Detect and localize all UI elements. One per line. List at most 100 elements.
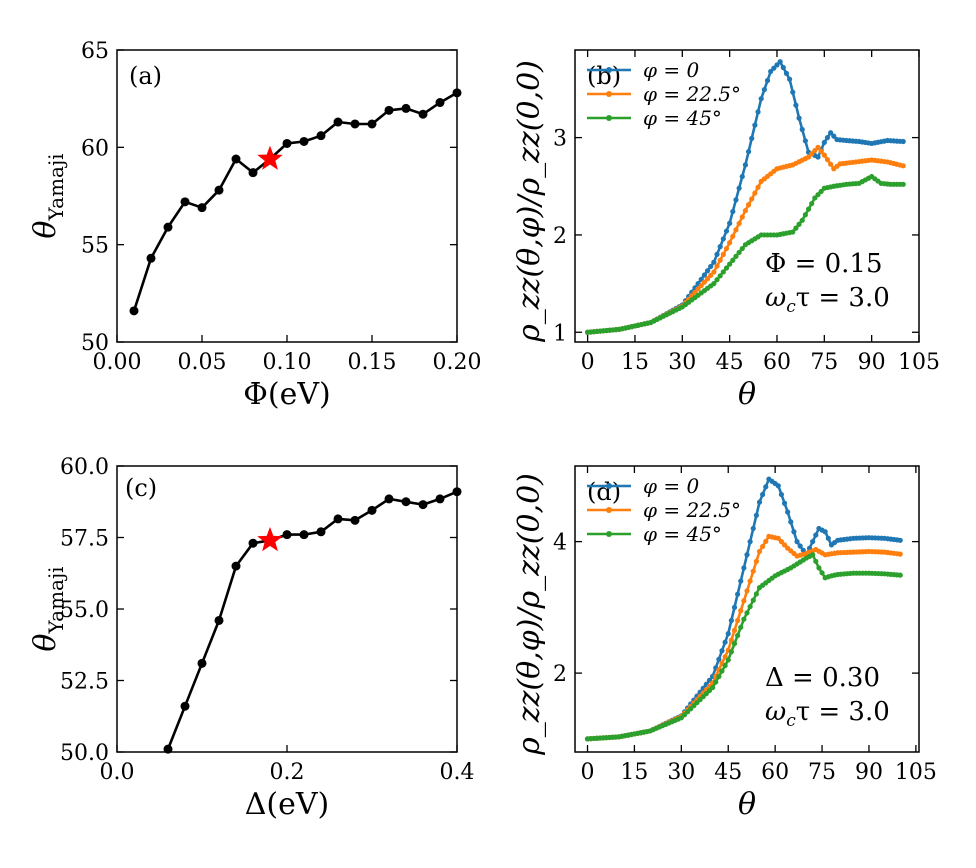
series-dot-b-1 xyxy=(698,282,704,289)
series-dot-b-1 xyxy=(711,269,717,275)
series-dot-b-0 xyxy=(704,268,711,274)
series-dot-b-2 xyxy=(714,277,720,283)
x-tick-label-b-0: 0 xyxy=(581,350,595,375)
series-dot-d-0 xyxy=(791,529,797,535)
series-dot-b-1 xyxy=(809,151,815,157)
series-dot-d-1 xyxy=(753,558,759,564)
legend-label-b-2: φ = 45° xyxy=(643,106,722,130)
data-point-c-1 xyxy=(180,701,190,711)
axes-frame-d xyxy=(574,465,920,753)
x-tick-label-b-5: 75 xyxy=(810,350,838,375)
x-tick-label-c-1: 0.2 xyxy=(270,760,305,785)
series-dot-d-1 xyxy=(728,637,734,643)
panel-a: 0.00 0.05 0.10 0.15 0.20 50 55 60 65 Φ(eV) θYamaji… xyxy=(28,39,481,412)
series-dot-b-1 xyxy=(900,163,906,169)
series-dot-b-0 xyxy=(761,86,767,93)
data-point-a-2 xyxy=(163,222,173,232)
series-dot-b-0 xyxy=(749,135,755,141)
y-axis-label-a: θYamaji xyxy=(28,153,68,238)
x-tick-label-b-7: 105 xyxy=(898,350,940,375)
series-dot-d-0 xyxy=(825,535,831,541)
x-tick-label-c-2: 0.4 xyxy=(440,760,475,785)
data-point-a-6 xyxy=(231,154,241,164)
series-dot-d-0 xyxy=(897,537,903,543)
data-point-a-13 xyxy=(350,119,360,129)
y-axis-label-d: ρ_zz(θ,φ)/ρ_zz(0,0) xyxy=(512,473,547,756)
x-tick-label-b-6: 90 xyxy=(858,350,886,375)
series-dot-b-2 xyxy=(720,269,726,275)
data-point-a-16 xyxy=(401,103,411,113)
series-dot-b-2 xyxy=(736,249,742,256)
series-dot-b-1 xyxy=(812,147,818,154)
series-dot-b-2 xyxy=(818,188,824,195)
data-point-c-5 xyxy=(248,538,258,548)
series-dot-b-0 xyxy=(745,149,752,155)
y-axis-subscript-a: Yamaji xyxy=(44,153,68,221)
series-dot-d-0 xyxy=(822,529,828,535)
annotation-param-d: Δ = 0.30 xyxy=(765,663,880,693)
series-dot-b-0 xyxy=(831,133,837,139)
series-dot-b-1 xyxy=(805,154,812,160)
series-dot-b-0 xyxy=(755,109,761,115)
series-dot-b-0 xyxy=(824,135,831,141)
series-line-c-0 xyxy=(166,490,458,750)
series-dot-d-2 xyxy=(819,570,825,576)
y-axis-symbol-a: θ xyxy=(28,221,63,239)
data-point-a-3 xyxy=(180,197,190,207)
annotation-param-b: Φ = 0.15 xyxy=(765,249,883,279)
series-dot-d-0 xyxy=(735,591,741,597)
series-dot-d-2 xyxy=(747,603,753,610)
series-dot-d-0 xyxy=(775,483,781,489)
series-dot-d-1 xyxy=(747,578,753,584)
series-dot-b-0 xyxy=(708,263,714,270)
series-dot-d-1 xyxy=(744,588,750,594)
data-point-c-4 xyxy=(231,561,241,571)
series-dot-d-1 xyxy=(731,627,738,633)
y-tick-label-d-1: 4 xyxy=(553,531,567,556)
series-dot-d-0 xyxy=(747,539,753,545)
series-dot-b-1 xyxy=(701,279,707,285)
data-point-c-16 xyxy=(435,494,445,504)
panel-d: 0 15 30 45 60 75 90 105 2 4 θ ρ_zz(θ,φ)/ρ_zz(0,0) (d… xyxy=(512,465,937,822)
series-dot-b-2 xyxy=(790,229,796,235)
y-tick-label-d-0: 2 xyxy=(553,662,567,687)
x-tick-label-b-4: 60 xyxy=(763,350,791,375)
series-dot-b-2 xyxy=(739,245,745,252)
annotation-sub-d: c xyxy=(786,711,796,731)
legend-marker-d-1 xyxy=(606,507,612,513)
series-dot-b-0 xyxy=(780,64,786,71)
y-tick-label-a-1: 55 xyxy=(81,234,109,259)
x-tick-label-a-0: 0.00 xyxy=(93,350,142,375)
series-dot-b-1 xyxy=(824,157,831,163)
y-tick-label-c-1: 52.5 xyxy=(60,670,109,695)
axes-frame-c xyxy=(116,465,458,753)
series-dot-d-2 xyxy=(710,684,716,691)
series-dot-b-0 xyxy=(802,138,808,144)
x-tick-label-d-4: 60 xyxy=(761,760,789,785)
data-point-c-0 xyxy=(163,744,173,754)
series-dot-b-0 xyxy=(758,96,764,102)
series-dot-d-2 xyxy=(897,572,903,578)
axes-frame-a xyxy=(116,49,458,343)
x-tick-label-a-3: 0.15 xyxy=(348,350,397,375)
series-dot-d-0 xyxy=(810,539,816,545)
legend-label-d-0: φ = 0 xyxy=(643,474,699,498)
legend-marker-d-2 xyxy=(606,531,612,537)
data-point-a-11 xyxy=(316,131,326,141)
data-point-a-9 xyxy=(282,138,292,148)
series-dot-d-0 xyxy=(756,499,763,505)
series-dot-b-1 xyxy=(736,220,742,227)
series-dot-d-1 xyxy=(897,551,903,557)
x-tick-label-a-4: 0.20 xyxy=(433,350,482,375)
data-point-a-18 xyxy=(435,98,445,108)
series-dot-b-2 xyxy=(900,181,906,187)
series-dot-b-2 xyxy=(793,225,799,231)
series-dot-b-2 xyxy=(733,253,739,259)
series-dot-d-1 xyxy=(775,535,781,541)
series-dot-b-0 xyxy=(777,59,783,65)
series-dot-d-2 xyxy=(728,649,734,655)
data-point-a-0 xyxy=(129,306,139,316)
x-tick-label-b-2: 30 xyxy=(668,350,696,375)
series-dot-b-0 xyxy=(796,115,802,121)
y-tick-label-a-3: 65 xyxy=(81,39,109,64)
